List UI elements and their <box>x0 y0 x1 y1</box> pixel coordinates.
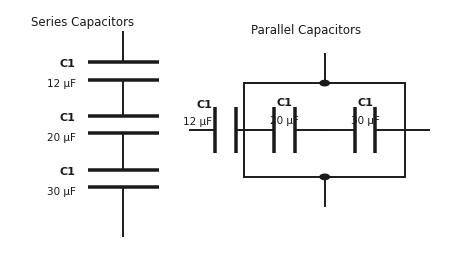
Text: C1: C1 <box>60 166 76 177</box>
Text: 12 μF: 12 μF <box>183 117 212 127</box>
Text: 20 μF: 20 μF <box>270 116 299 126</box>
Text: C1: C1 <box>197 99 212 110</box>
Text: 20 μF: 20 μF <box>47 133 76 143</box>
Text: 30 μF: 30 μF <box>47 187 76 197</box>
Text: C1: C1 <box>276 98 292 108</box>
Text: Series Capacitors: Series Capacitors <box>31 16 134 29</box>
Bar <box>244 83 405 177</box>
Text: C1: C1 <box>60 113 76 123</box>
Text: 12 μF: 12 μF <box>47 79 76 90</box>
Circle shape <box>320 174 329 180</box>
Text: C1: C1 <box>60 59 76 69</box>
Text: 30 μF: 30 μF <box>351 116 379 126</box>
Circle shape <box>320 80 329 86</box>
Text: Parallel Capacitors: Parallel Capacitors <box>251 24 361 37</box>
Text: C1: C1 <box>357 98 373 108</box>
